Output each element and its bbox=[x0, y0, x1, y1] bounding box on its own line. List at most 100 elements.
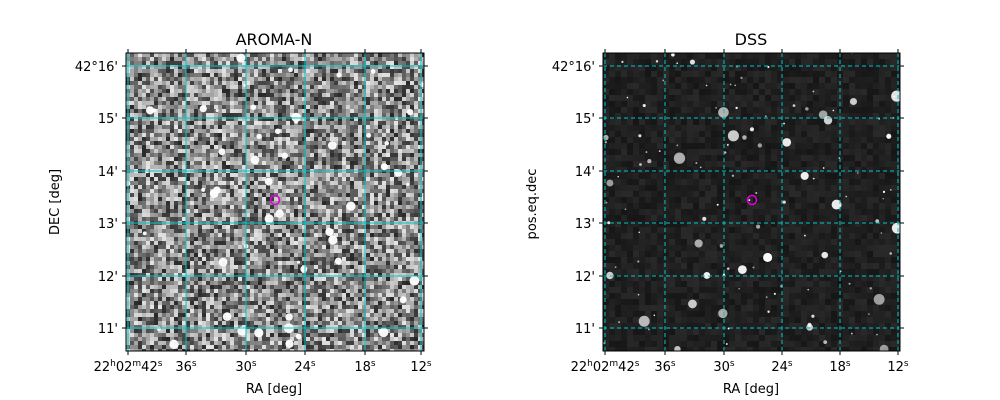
star bbox=[285, 313, 293, 321]
x-tick-label: 12s bbox=[410, 359, 432, 375]
x-tick-labels-right: 22h02m42s 36s 30s 24s 18s 12s bbox=[571, 359, 909, 375]
y-tick-label: 13' bbox=[98, 217, 118, 232]
star bbox=[142, 231, 147, 236]
star bbox=[765, 115, 767, 118]
x-tick-label: 36s bbox=[654, 359, 676, 375]
star bbox=[699, 166, 702, 169]
y-axis-label-left: DEC [deg] bbox=[48, 169, 63, 235]
star bbox=[673, 152, 686, 164]
star bbox=[222, 312, 232, 321]
y-tick-label: 11' bbox=[575, 322, 595, 337]
star bbox=[621, 60, 624, 64]
star bbox=[831, 199, 842, 210]
star bbox=[889, 252, 893, 255]
star bbox=[689, 59, 696, 65]
star bbox=[726, 267, 730, 270]
axes-frame-left bbox=[125, 52, 425, 352]
star bbox=[407, 108, 414, 116]
background-texture bbox=[603, 53, 900, 351]
star bbox=[727, 130, 739, 142]
star bbox=[605, 201, 608, 204]
star bbox=[738, 287, 740, 290]
x-tick-label: 12s bbox=[887, 359, 909, 375]
y-tick-label: 14' bbox=[575, 165, 595, 180]
star bbox=[254, 328, 264, 338]
star bbox=[805, 107, 809, 111]
star bbox=[648, 328, 650, 331]
star bbox=[274, 128, 281, 135]
star bbox=[256, 133, 262, 140]
star bbox=[725, 343, 728, 345]
star bbox=[384, 140, 390, 146]
star bbox=[812, 90, 815, 93]
star bbox=[735, 106, 738, 110]
y-tick-label: 12' bbox=[575, 270, 595, 285]
star bbox=[882, 197, 885, 200]
star bbox=[250, 104, 257, 111]
star bbox=[642, 103, 646, 108]
star bbox=[606, 271, 614, 280]
star bbox=[734, 84, 737, 87]
star bbox=[729, 83, 732, 86]
star bbox=[876, 333, 878, 336]
star bbox=[215, 108, 219, 113]
star bbox=[812, 177, 815, 180]
star bbox=[731, 174, 735, 177]
star bbox=[705, 84, 708, 87]
star bbox=[218, 257, 228, 267]
star bbox=[850, 332, 853, 335]
star bbox=[806, 323, 814, 331]
y-tick-label: 15' bbox=[98, 112, 118, 127]
star bbox=[875, 219, 880, 224]
star bbox=[782, 200, 786, 204]
star bbox=[637, 293, 640, 296]
x-tick-label: 18s bbox=[354, 359, 376, 375]
star bbox=[218, 148, 226, 156]
y-tick-label: 12' bbox=[98, 270, 118, 285]
star bbox=[606, 179, 614, 187]
star bbox=[250, 155, 260, 165]
tick-marks-right bbox=[599, 49, 904, 355]
y-tick-labels-right: 42°16' 15' 14' 13' 12' 11' bbox=[552, 60, 595, 337]
star bbox=[694, 239, 703, 248]
star bbox=[655, 60, 659, 63]
star bbox=[821, 251, 829, 259]
star bbox=[880, 232, 883, 234]
star bbox=[715, 107, 717, 109]
star bbox=[742, 135, 747, 140]
star bbox=[209, 189, 219, 198]
star bbox=[822, 167, 825, 169]
coordinate-grid-left bbox=[126, 53, 424, 351]
star bbox=[879, 344, 889, 351]
star bbox=[614, 266, 617, 268]
y-tick-label: 13' bbox=[575, 217, 595, 232]
star bbox=[724, 151, 727, 154]
star bbox=[334, 257, 342, 265]
x-tick-label: 22h02m42s bbox=[94, 359, 163, 375]
star bbox=[603, 134, 609, 141]
star bbox=[849, 97, 858, 106]
star bbox=[201, 187, 206, 192]
star bbox=[399, 296, 407, 304]
star bbox=[832, 109, 835, 112]
star bbox=[300, 265, 308, 273]
star bbox=[695, 161, 698, 165]
panel-title-right: DSS bbox=[735, 30, 768, 49]
star bbox=[773, 292, 776, 295]
star bbox=[653, 314, 656, 317]
star bbox=[702, 216, 707, 221]
star bbox=[394, 169, 403, 177]
star bbox=[703, 272, 711, 279]
star bbox=[236, 53, 246, 63]
y-tick-label: 15' bbox=[575, 112, 595, 127]
star bbox=[765, 296, 768, 298]
star bbox=[645, 151, 648, 153]
x-tick-label: 22h02m42s bbox=[571, 359, 640, 375]
star bbox=[856, 172, 859, 174]
star bbox=[199, 105, 207, 113]
y-axis-label-right: pos.eq.dec bbox=[525, 169, 540, 240]
star bbox=[818, 110, 828, 120]
star bbox=[243, 83, 247, 87]
star bbox=[409, 275, 420, 286]
